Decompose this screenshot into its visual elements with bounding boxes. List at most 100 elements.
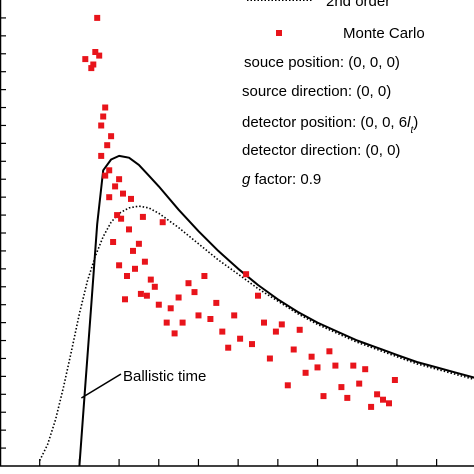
monte-carlo-point xyxy=(124,273,130,279)
curves-layer xyxy=(38,154,474,467)
legend-swatch-monte-carlo xyxy=(276,30,282,36)
g-symbol: g xyxy=(242,171,251,188)
monte-carlo-point xyxy=(179,319,186,326)
source-direction-text: source direction: (0, 0) xyxy=(242,83,391,100)
monte-carlo-point xyxy=(137,290,144,297)
monte-carlo-point xyxy=(326,348,333,355)
monte-carlo-point xyxy=(278,321,285,328)
monte-carlo-point xyxy=(122,296,128,303)
simulation-info: souce position: (0, 0, 0) source directi… xyxy=(242,54,418,188)
monte-carlo-point xyxy=(126,226,132,233)
monte-carlo-point xyxy=(116,176,123,183)
monte-carlo-point xyxy=(88,65,95,72)
detector-position-text: detector position: (0, 0, 6lt) xyxy=(242,114,418,136)
detector-direction-text: detector direction: (0, 0) xyxy=(242,142,400,159)
monte-carlo-point xyxy=(139,213,146,220)
monte-carlo-point xyxy=(110,239,117,245)
monte-carlo-point xyxy=(225,344,232,351)
monte-carlo-point xyxy=(147,276,154,283)
source-position-text: souce position: (0, 0, 0) xyxy=(244,54,400,71)
monte-carlo-point xyxy=(128,195,134,202)
monte-carlo-point xyxy=(308,353,315,360)
monte-carlo-point xyxy=(108,133,115,140)
ballistic-time-pointer xyxy=(80,373,122,399)
monte-carlo-point xyxy=(296,326,303,333)
monte-carlo-point xyxy=(94,14,101,21)
monte-carlo-point xyxy=(167,305,174,312)
g-factor-value: factor: 0.9 xyxy=(250,171,321,188)
curve-2nd-order xyxy=(38,205,474,461)
monte-carlo-point xyxy=(249,341,255,348)
monte-carlo-point xyxy=(118,215,125,222)
monte-carlo-point xyxy=(350,362,357,369)
monte-carlo-point xyxy=(356,380,363,387)
monte-carlo-point xyxy=(175,294,182,301)
monte-carlo-point xyxy=(261,319,267,326)
monte-carlo-point xyxy=(163,319,170,326)
monte-carlo-point xyxy=(104,142,111,149)
monte-carlo-point xyxy=(98,122,105,129)
monte-carlo-point xyxy=(213,299,220,306)
detector-position-subscript: t xyxy=(410,125,414,136)
monte-carlo-point xyxy=(112,183,119,190)
monte-carlo-point xyxy=(116,262,123,269)
ballistic-time-label: Ballistic time xyxy=(123,368,206,385)
monte-carlo-point xyxy=(96,52,103,59)
monte-carlo-point xyxy=(92,49,99,55)
g-factor-text: g factor: 0.9 xyxy=(242,171,321,188)
monte-carlo-markers xyxy=(82,14,398,410)
monte-carlo-point xyxy=(100,113,107,120)
detector-position-l: l xyxy=(407,114,411,131)
monte-carlo-point xyxy=(243,271,250,278)
monte-carlo-point xyxy=(135,240,142,247)
monte-carlo-point xyxy=(284,382,291,389)
monte-carlo-point xyxy=(90,61,97,68)
detector-position-close: ) xyxy=(413,114,418,131)
monte-carlo-point xyxy=(151,283,158,290)
monte-carlo-point xyxy=(391,377,398,383)
monte-carlo-point xyxy=(102,172,109,179)
monte-carlo-point xyxy=(362,366,369,373)
monte-carlo-point xyxy=(255,292,261,299)
monte-carlo-point xyxy=(159,219,166,226)
monte-carlo-point xyxy=(207,316,214,322)
monte-carlo-point xyxy=(102,104,109,111)
monte-carlo-point xyxy=(120,190,126,197)
monte-carlo-point xyxy=(368,403,375,410)
monte-carlo-point xyxy=(141,258,148,265)
monte-carlo-point xyxy=(130,247,136,254)
legend: 2nd order Monte Carlo xyxy=(247,0,425,42)
monte-carlo-point xyxy=(171,330,178,337)
monte-carlo-point xyxy=(374,391,381,398)
axis-ticks xyxy=(0,17,438,466)
monte-carlo-point xyxy=(290,346,297,353)
monte-carlo-point xyxy=(195,312,202,319)
monte-carlo-point xyxy=(106,194,113,201)
monte-carlo-point xyxy=(231,312,238,319)
monte-carlo-point xyxy=(320,393,327,400)
monte-carlo-point xyxy=(132,265,138,272)
monte-carlo-point xyxy=(114,212,121,219)
monte-carlo-point xyxy=(98,152,105,159)
monte-carlo-point xyxy=(386,400,392,407)
monte-carlo-point xyxy=(338,384,345,391)
monte-carlo-point xyxy=(201,273,208,279)
monte-carlo-point xyxy=(272,328,279,335)
monte-carlo-point xyxy=(219,328,226,335)
curve-solid xyxy=(78,154,474,467)
monte-carlo-point xyxy=(332,362,339,369)
monte-carlo-point xyxy=(106,167,113,174)
monte-carlo-point xyxy=(191,289,198,296)
legend-label-monte-carlo: Monte Carlo xyxy=(343,25,425,42)
monte-carlo-point xyxy=(155,301,162,308)
monte-carlo-point xyxy=(143,292,150,299)
monte-carlo-point xyxy=(237,335,244,342)
monte-carlo-point xyxy=(266,355,273,362)
monte-carlo-point xyxy=(82,56,89,63)
monte-carlo-point xyxy=(314,364,321,371)
monte-carlo-point xyxy=(185,280,192,287)
legend-label-2nd-order: 2nd order xyxy=(326,0,390,10)
detector-position-main: detector position: (0, 0, 6 xyxy=(242,114,407,131)
